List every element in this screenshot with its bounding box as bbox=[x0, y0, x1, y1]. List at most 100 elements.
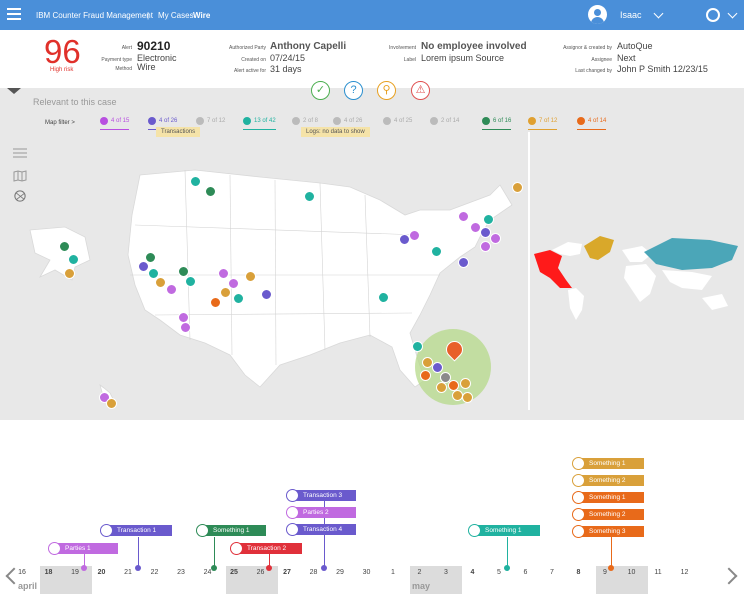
map-pin-transaction[interactable] bbox=[148, 268, 159, 279]
timeline-day[interactable]: 20 bbox=[97, 569, 106, 576]
timeline-day[interactable]: 18 bbox=[44, 569, 53, 576]
timeline-next-arrow[interactable] bbox=[720, 567, 738, 585]
map-pin-transaction[interactable] bbox=[431, 246, 442, 257]
timeline-event[interactable]: Transaction 4 bbox=[286, 523, 356, 536]
map-pin-something[interactable] bbox=[422, 357, 433, 368]
map-pin-party[interactable] bbox=[480, 241, 491, 252]
map-pin-transaction[interactable] bbox=[432, 362, 443, 373]
map-pin-transaction[interactable] bbox=[261, 289, 272, 300]
investigate-action-button[interactable]: ⚲ bbox=[377, 81, 396, 100]
map-pin-transaction[interactable] bbox=[378, 292, 389, 303]
map-filter-item[interactable]: 2 of 14 bbox=[430, 117, 459, 128]
map-pin-something[interactable] bbox=[460, 378, 471, 389]
timeline-day[interactable]: 4 bbox=[470, 569, 475, 576]
map-filter-item[interactable]: 4 of 25 bbox=[383, 117, 412, 128]
timeline-day[interactable]: 8 bbox=[576, 569, 581, 576]
menu-icon[interactable] bbox=[7, 8, 21, 10]
map-pin-transaction[interactable] bbox=[483, 214, 494, 225]
map-pin-party[interactable] bbox=[218, 268, 229, 279]
user-name[interactable]: Isaac bbox=[620, 10, 642, 20]
timeline-event[interactable]: Transaction 2 bbox=[230, 542, 302, 555]
timeline-event[interactable]: Something 3 bbox=[572, 525, 644, 538]
timeline-day[interactable]: 11 bbox=[654, 569, 662, 576]
timeline-day[interactable]: 2 bbox=[417, 569, 422, 576]
map-pin-something[interactable] bbox=[59, 241, 70, 252]
timeline-event[interactable]: Transaction 3 bbox=[286, 489, 356, 502]
map-pin-transaction[interactable] bbox=[190, 176, 201, 187]
map-pin-party[interactable] bbox=[409, 230, 420, 241]
map-pin-something[interactable] bbox=[245, 271, 256, 282]
map-pin-transaction[interactable] bbox=[412, 341, 423, 352]
event-dot[interactable] bbox=[504, 565, 510, 571]
timeline-day[interactable]: 19 bbox=[71, 569, 79, 576]
map-pin-transaction[interactable] bbox=[304, 191, 315, 202]
event-dot[interactable] bbox=[266, 565, 272, 571]
timeline-event[interactable]: Something 1 bbox=[468, 524, 540, 537]
timeline-day[interactable]: 27 bbox=[283, 569, 291, 576]
timeline-day[interactable]: 30 bbox=[362, 569, 371, 576]
timeline-day[interactable]: 5 bbox=[497, 569, 501, 576]
escalate-action-button[interactable]: ⚠ bbox=[411, 81, 430, 100]
timeline-day[interactable]: 23 bbox=[177, 569, 185, 576]
map-pin-something[interactable] bbox=[420, 370, 431, 381]
map-pin-something[interactable] bbox=[155, 277, 166, 288]
timeline-day[interactable]: 29 bbox=[336, 569, 344, 576]
map-filter-item[interactable]: 4 of 15 bbox=[100, 117, 130, 130]
help-lifebuoy-icon[interactable] bbox=[706, 8, 720, 22]
map-pin-something[interactable] bbox=[145, 252, 156, 263]
map-pin-something[interactable] bbox=[210, 297, 221, 308]
event-dot[interactable] bbox=[608, 565, 614, 571]
map-filter-item[interactable]: 2 of 8 bbox=[292, 117, 318, 128]
timeline-event[interactable]: Something 1 bbox=[572, 457, 644, 470]
map-filter-item[interactable]: 6 of 16 bbox=[482, 117, 512, 130]
list-view-icon[interactable] bbox=[13, 147, 27, 159]
timeline-day[interactable]: 9 bbox=[603, 569, 607, 576]
timeline-day[interactable]: 10 bbox=[627, 569, 636, 576]
timeline-event[interactable]: Parties 2 bbox=[286, 506, 356, 519]
map-pin-party[interactable] bbox=[470, 222, 481, 233]
map-pin-transaction[interactable] bbox=[68, 254, 79, 265]
timeline-event[interactable]: Something 1 bbox=[572, 491, 644, 504]
timeline-day[interactable]: 16 bbox=[18, 569, 26, 576]
map-pin-something[interactable] bbox=[64, 268, 75, 279]
approve-action-button[interactable]: ✓ bbox=[311, 81, 330, 100]
map-filter-item[interactable]: 4 of 26 bbox=[333, 117, 362, 128]
map-pin-something[interactable] bbox=[512, 182, 523, 193]
map-pin-party[interactable] bbox=[99, 392, 110, 403]
map-pin-party[interactable] bbox=[228, 278, 239, 289]
event-dot[interactable] bbox=[81, 565, 87, 571]
map-filter-item[interactable]: 7 of 12 bbox=[528, 117, 558, 130]
timeline-day[interactable]: 12 bbox=[680, 569, 689, 576]
timeline-event[interactable]: Transaction 1 bbox=[100, 524, 172, 537]
map-filter-item[interactable]: 13 of 42 bbox=[243, 117, 276, 130]
timeline-event[interactable]: Parties 1 bbox=[48, 542, 118, 555]
map-pin-something[interactable] bbox=[436, 382, 447, 393]
map-pin-party[interactable] bbox=[180, 322, 191, 333]
timeline-day[interactable]: 24 bbox=[203, 569, 212, 576]
map-pin-something[interactable] bbox=[220, 287, 231, 298]
timeline-day[interactable]: 21 bbox=[124, 569, 132, 576]
map-pin-cluster[interactable] bbox=[440, 372, 451, 383]
timeline-day[interactable]: 1 bbox=[391, 569, 395, 576]
avatar[interactable] bbox=[588, 5, 607, 24]
map-pin-party[interactable] bbox=[458, 211, 469, 222]
collapse-caret-icon[interactable] bbox=[7, 88, 21, 94]
timeline-event[interactable]: Something 1 bbox=[196, 524, 266, 537]
timeline-day[interactable]: 22 bbox=[150, 569, 159, 576]
map-pin-transaction[interactable] bbox=[458, 257, 469, 268]
map-pin-transaction[interactable] bbox=[185, 276, 196, 287]
timeline-day[interactable]: 6 bbox=[523, 569, 528, 576]
map-filter-item[interactable]: 4 of 14 bbox=[577, 117, 607, 130]
globe-icon[interactable] bbox=[13, 190, 27, 202]
map-pin-party[interactable] bbox=[166, 284, 177, 295]
timeline-day[interactable]: 25 bbox=[230, 569, 238, 576]
map-filter-item[interactable]: 7 of 12 bbox=[196, 117, 225, 128]
map-pin-transaction[interactable] bbox=[138, 261, 149, 272]
map-pin-something[interactable] bbox=[106, 398, 117, 409]
map-pin-something[interactable] bbox=[178, 266, 189, 277]
timeline-event[interactable]: Something 2 bbox=[572, 508, 644, 521]
event-dot[interactable] bbox=[135, 565, 141, 571]
timeline-day[interactable]: 3 bbox=[444, 569, 448, 576]
event-dot[interactable] bbox=[211, 565, 217, 571]
map-pin-transaction[interactable] bbox=[399, 234, 410, 245]
